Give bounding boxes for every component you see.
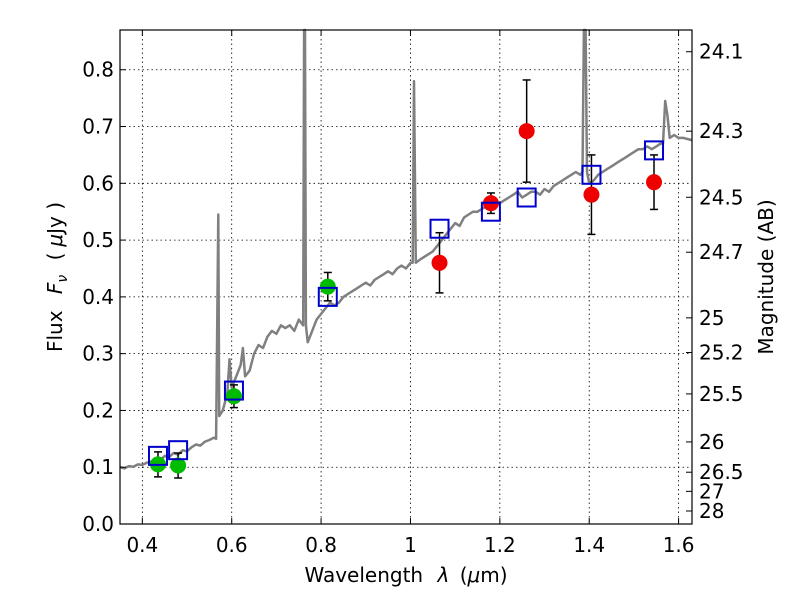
magnitude-tick-label: 26.5 xyxy=(699,460,744,484)
y-axis-title: Flux Fν ( μJy ) xyxy=(43,202,72,352)
y-tick-label: 0.7 xyxy=(82,115,114,139)
model-spectrum-layer xyxy=(119,28,693,470)
y-tick-label: 0.0 xyxy=(82,512,114,536)
x-tick-label: 1 xyxy=(404,533,417,557)
model-photometry-layer xyxy=(147,140,665,466)
y-tick-label: 0.2 xyxy=(82,398,114,422)
x-axis-title-unit-rest: m) xyxy=(480,563,507,587)
magnitude-tick-label: 25 xyxy=(699,306,724,330)
data-point xyxy=(225,388,242,405)
y-tick-label: 0.1 xyxy=(82,455,114,479)
x-axis-title-prefix: Wavelength xyxy=(304,563,423,587)
magnitude-axis-title: Magnitude (AB) xyxy=(754,199,778,354)
y-tick-label: 0.4 xyxy=(82,285,114,309)
x-tick-label: 1.2 xyxy=(484,533,516,557)
y-axis-title-var: F xyxy=(43,282,67,294)
y-axis-title-sub: ν xyxy=(55,275,71,283)
x-tick-label: 0.4 xyxy=(126,533,158,557)
x-tick-label: 1.6 xyxy=(663,533,695,557)
y-tick-label: 0.3 xyxy=(82,342,114,366)
model-spectrum-line xyxy=(119,28,693,470)
y-tick-label: 0.5 xyxy=(82,228,114,252)
data-point xyxy=(170,457,187,474)
model-photometry-square xyxy=(480,201,501,222)
model-photometry-square xyxy=(644,140,665,161)
model-photometry-square xyxy=(168,440,189,461)
data-point xyxy=(319,278,336,295)
magnitude-tick-label: 24.5 xyxy=(699,185,744,209)
magnitude-tick-label: 26 xyxy=(699,430,724,454)
x-axis-title-unit-open: ( xyxy=(460,563,468,587)
x-axis-title: Wavelength λ (μm) xyxy=(304,563,507,587)
model-photometry-square xyxy=(223,380,244,401)
magnitude-tick-label: 25.5 xyxy=(699,382,744,406)
y-axis-title-prefix: Flux xyxy=(43,310,67,352)
data-point xyxy=(518,123,535,140)
magnitude-tick-label: 24.7 xyxy=(699,240,744,264)
y-axis-title-unit-mu: μ xyxy=(43,234,67,248)
x-tick-label: 1.4 xyxy=(573,533,605,557)
magnitude-tick-label: 24.3 xyxy=(699,119,744,143)
data-point xyxy=(583,186,600,203)
data-point xyxy=(431,254,448,271)
tick-layer: 0.4 0.6 0.8 1 1.2 1.4 1.6 0.0 0.1 0.2 0.3 0.4 0.5 0.6… xyxy=(82,30,744,557)
model-photometry-square xyxy=(516,187,537,208)
model-photometry-square xyxy=(317,286,338,307)
y-axis-title-unit-open: ( xyxy=(43,253,67,261)
model-photometry-square xyxy=(581,164,602,185)
magnitude-tick-label: 24.1 xyxy=(699,40,744,64)
magnitude-tick-label: 27 xyxy=(699,479,724,503)
y-axis-title-unit-rest: Jy ) xyxy=(43,202,67,236)
y-tick-label: 0.8 xyxy=(82,58,114,82)
y-tick-label: 0.6 xyxy=(82,171,114,195)
x-axis-title-var: λ xyxy=(436,563,449,587)
model-photometry-square xyxy=(147,445,168,466)
model-photometry-square xyxy=(429,218,450,239)
magnitude-tick-label: 25.2 xyxy=(699,341,744,365)
x-axis-title-unit-mu: μ xyxy=(467,563,481,587)
x-tick-label: 0.8 xyxy=(305,533,337,557)
data-point xyxy=(646,174,663,191)
magnitude-tick-label: 28 xyxy=(699,499,724,523)
measured-points-layer xyxy=(149,123,663,474)
grid-layer xyxy=(120,30,692,524)
x-tick-label: 0.6 xyxy=(216,533,248,557)
plot-frame xyxy=(119,29,693,525)
